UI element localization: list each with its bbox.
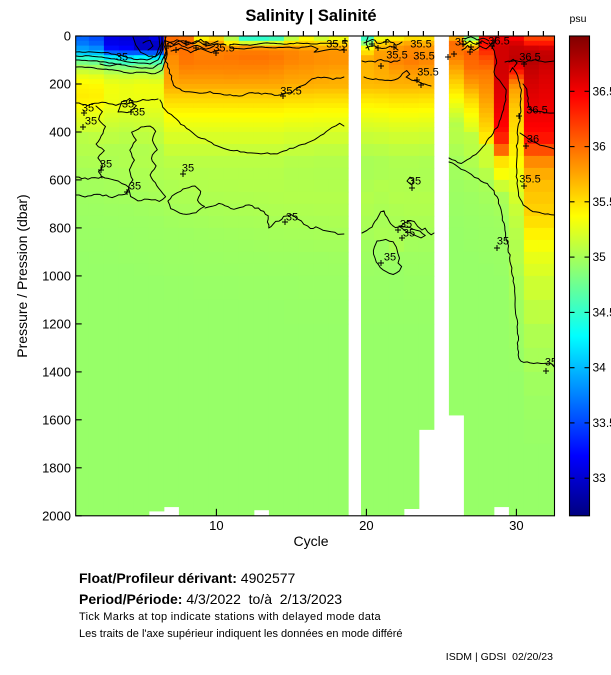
- svg-text:36.5: 36.5: [488, 36, 509, 48]
- svg-text:1400: 1400: [42, 364, 71, 379]
- svg-text:800: 800: [49, 220, 71, 235]
- svg-text:10: 10: [209, 518, 223, 533]
- svg-text:35: 35: [286, 212, 298, 224]
- svg-text:Les traits de l'axe supérieur: Les traits de l'axe supérieur indiquent …: [79, 628, 403, 640]
- svg-text:35: 35: [182, 163, 194, 175]
- svg-text:200: 200: [49, 77, 71, 92]
- svg-text:35: 35: [384, 252, 396, 264]
- svg-text:1000: 1000: [42, 268, 71, 283]
- svg-text:35: 35: [400, 219, 412, 231]
- svg-text:35: 35: [122, 99, 134, 111]
- svg-text:35.5: 35.5: [386, 50, 407, 62]
- svg-text:33: 33: [593, 471, 607, 485]
- svg-text:35.5: 35.5: [593, 195, 611, 209]
- svg-text:35: 35: [545, 357, 557, 369]
- svg-text:33.5: 33.5: [593, 416, 611, 430]
- svg-text:35: 35: [116, 52, 128, 64]
- svg-text:34: 34: [593, 361, 607, 375]
- svg-text:36.5: 36.5: [526, 105, 547, 117]
- svg-text:600: 600: [49, 172, 71, 187]
- svg-text:35: 35: [593, 250, 607, 264]
- svg-text:Pressure / Pression (dbar): Pressure / Pression (dbar): [14, 194, 30, 357]
- svg-text:35.5: 35.5: [326, 39, 347, 51]
- svg-text:1600: 1600: [42, 412, 71, 427]
- svg-text:36: 36: [527, 134, 539, 146]
- svg-text:1800: 1800: [42, 460, 71, 475]
- svg-text:36.5: 36.5: [593, 84, 611, 98]
- svg-text:35: 35: [409, 176, 421, 188]
- svg-text:34.5: 34.5: [593, 305, 611, 319]
- svg-text:Tick Marks at top indicate sta: Tick Marks at top indicate stations with…: [79, 611, 381, 623]
- svg-text:35: 35: [455, 37, 467, 49]
- svg-text:35.5: 35.5: [417, 67, 438, 79]
- svg-text:400: 400: [49, 125, 71, 140]
- svg-text:35: 35: [403, 228, 415, 240]
- svg-text:psu: psu: [570, 13, 587, 25]
- svg-text:35: 35: [129, 181, 141, 193]
- svg-text:Cycle: Cycle: [293, 533, 328, 549]
- svg-text:35: 35: [100, 159, 112, 171]
- svg-text:35.5: 35.5: [413, 51, 434, 63]
- svg-text:Float/Profileur dérivant: 4902: Float/Profileur dérivant: 4902577: [79, 570, 296, 586]
- svg-text:ISDM | GDSI 02/20/23: ISDM | GDSI 02/20/23: [446, 651, 553, 663]
- svg-text:1200: 1200: [42, 316, 71, 331]
- svg-text:35.5: 35.5: [519, 174, 540, 186]
- svg-text:35: 35: [497, 236, 509, 248]
- svg-text:35.5: 35.5: [213, 43, 234, 55]
- svg-text:36: 36: [593, 140, 607, 154]
- svg-text:35: 35: [133, 107, 145, 119]
- svg-text:36.5: 36.5: [519, 52, 540, 64]
- svg-text:35: 35: [82, 103, 94, 115]
- svg-text:Period/Période: 4/3/2022 to/à: Period/Période: 4/3/2022 to/à 2/13/2023: [79, 591, 342, 607]
- svg-text:35: 35: [85, 116, 97, 128]
- svg-text:35.5: 35.5: [280, 86, 301, 98]
- svg-text:30: 30: [509, 518, 523, 533]
- svg-text:0: 0: [64, 29, 71, 44]
- svg-text:20: 20: [359, 518, 373, 533]
- svg-text:2000: 2000: [42, 508, 71, 523]
- svg-text:35.5: 35.5: [410, 39, 431, 51]
- svg-text:Salinity | Salinité: Salinity | Salinité: [245, 7, 376, 25]
